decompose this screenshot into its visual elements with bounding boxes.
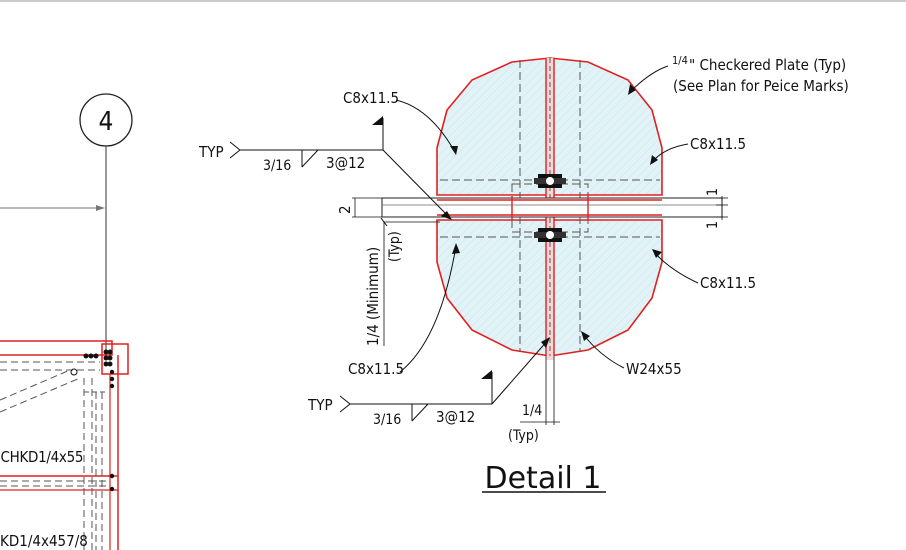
- typ-paren-bottom-label: (Typ): [508, 428, 539, 444]
- plate-label: " Checkered Plate (Typ): [689, 56, 846, 74]
- splice-bolts: [534, 174, 566, 242]
- dim-1-top-label: 1: [705, 188, 721, 196]
- chkd-label-1: CHKD1/4x55: [1, 448, 84, 466]
- dim-2-label: 2: [336, 205, 354, 214]
- weld-pitch-bottom: 3@12: [436, 408, 475, 426]
- plan-fragment: 4 CHKD1/4x55 KD1: [0, 93, 133, 550]
- min-typ-label: (Typ): [387, 231, 403, 262]
- plan-bolts: [70, 349, 115, 492]
- w24-label: W24x55: [626, 360, 682, 378]
- plan-red-outline: [0, 340, 113, 356]
- dim-1-bottom-label: 1: [705, 221, 721, 229]
- detail-1: 1/4 " Checkered Plate (Typ) (See Plan fo…: [198, 54, 849, 496]
- quarter-bottom-label: 1/4: [522, 403, 542, 419]
- plate-leader: [629, 65, 669, 93]
- c8-bottom-right-label: C8x11.5: [700, 274, 756, 292]
- weld-symbol-bottom: TYP 3/16 3@12: [307, 337, 550, 428]
- weld-size-top: 3/16: [263, 158, 291, 174]
- plan-red-box: [101, 343, 129, 375]
- c8-top-right-label: C8x11.5: [690, 135, 746, 153]
- weld-symbol-top: TYP 3/16 3@12: [198, 116, 452, 220]
- dim-1: 1 1: [705, 188, 728, 229]
- min-quarter-callout: 1/4 (Minimum) (Typ): [364, 217, 440, 346]
- chkd-label-2: KD1/4x457/8: [0, 532, 88, 550]
- quarter-typ-bottom: 1/4 (Typ): [508, 356, 560, 444]
- weld-size-bottom: 3/16: [373, 412, 401, 428]
- typ-bottom-label: TYP: [307, 396, 333, 414]
- plate-frac-label: 1/4: [672, 54, 688, 67]
- dim-2: 2: [336, 197, 382, 218]
- grid-bubble-label: 4: [99, 107, 114, 137]
- c8-top-left-label: C8x11.5: [343, 89, 399, 107]
- arrow-head: [96, 205, 105, 211]
- detail-title: Detail 1: [485, 461, 602, 496]
- typ-top-label: TYP: [198, 143, 224, 161]
- c8-bottom-left-label: C8x11.5: [348, 360, 404, 378]
- weld-pitch-top: 3@12: [326, 154, 365, 172]
- min-quarter-label: 1/4 (Minimum): [364, 247, 382, 346]
- see-plan-label: (See Plan for Peice Marks): [673, 77, 849, 95]
